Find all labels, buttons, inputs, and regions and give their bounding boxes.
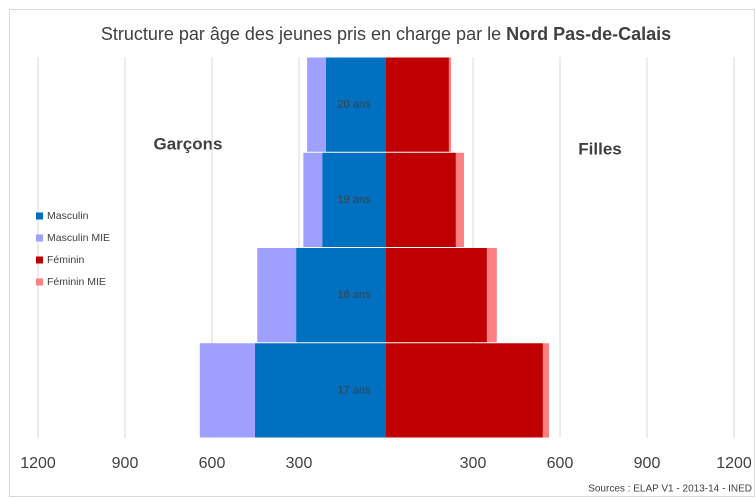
legend-swatch [36, 234, 43, 242]
x-tick-label: 600 [199, 455, 226, 472]
category-label: 19 ans [337, 194, 371, 206]
left-label: Garçons [154, 134, 223, 153]
bar [455, 152, 465, 247]
legend-label: Féminin MIE [47, 276, 106, 288]
bar [199, 343, 255, 438]
bar [386, 343, 543, 438]
chart-title: Structure par âge des jeunes pris en cha… [101, 24, 671, 44]
legend-label: Masculin MIE [47, 232, 110, 244]
x-tick-label: 1200 [20, 455, 56, 472]
source: Sources : ELAP V1 - 2013-14 - INED [588, 484, 752, 495]
bar [296, 248, 386, 343]
bar [307, 57, 326, 152]
legend-swatch [36, 278, 43, 286]
category-label: 20 ans [337, 99, 371, 111]
bar [303, 152, 323, 247]
legend-label: Masculin [47, 210, 89, 222]
x-tick-label: 900 [634, 455, 661, 472]
bar [386, 152, 456, 247]
bar [448, 57, 451, 152]
title-part: Structure par âge des jeunes pris en cha… [101, 24, 506, 44]
legend-label: Féminin [47, 254, 85, 266]
category-label: 17 ans [337, 384, 371, 396]
legend-swatch [36, 212, 43, 220]
legend-swatch [36, 256, 43, 264]
bar [322, 152, 386, 247]
bar [254, 343, 386, 438]
x-tick-label: 300 [286, 455, 313, 472]
bar [386, 248, 487, 343]
bar [542, 343, 549, 438]
x-tick-label: 300 [460, 455, 487, 472]
bar [257, 248, 297, 343]
x-tick-label: 600 [547, 455, 574, 472]
x-tick-label: 1200 [716, 455, 752, 472]
title-part: Nord Pas-de-Calais [506, 24, 671, 44]
category-label: 18 ans [337, 289, 371, 301]
bar [386, 57, 449, 152]
x-tick-label: 900 [112, 455, 139, 472]
bar [325, 57, 386, 152]
right-label: Filles [578, 139, 621, 158]
bar [486, 248, 497, 343]
